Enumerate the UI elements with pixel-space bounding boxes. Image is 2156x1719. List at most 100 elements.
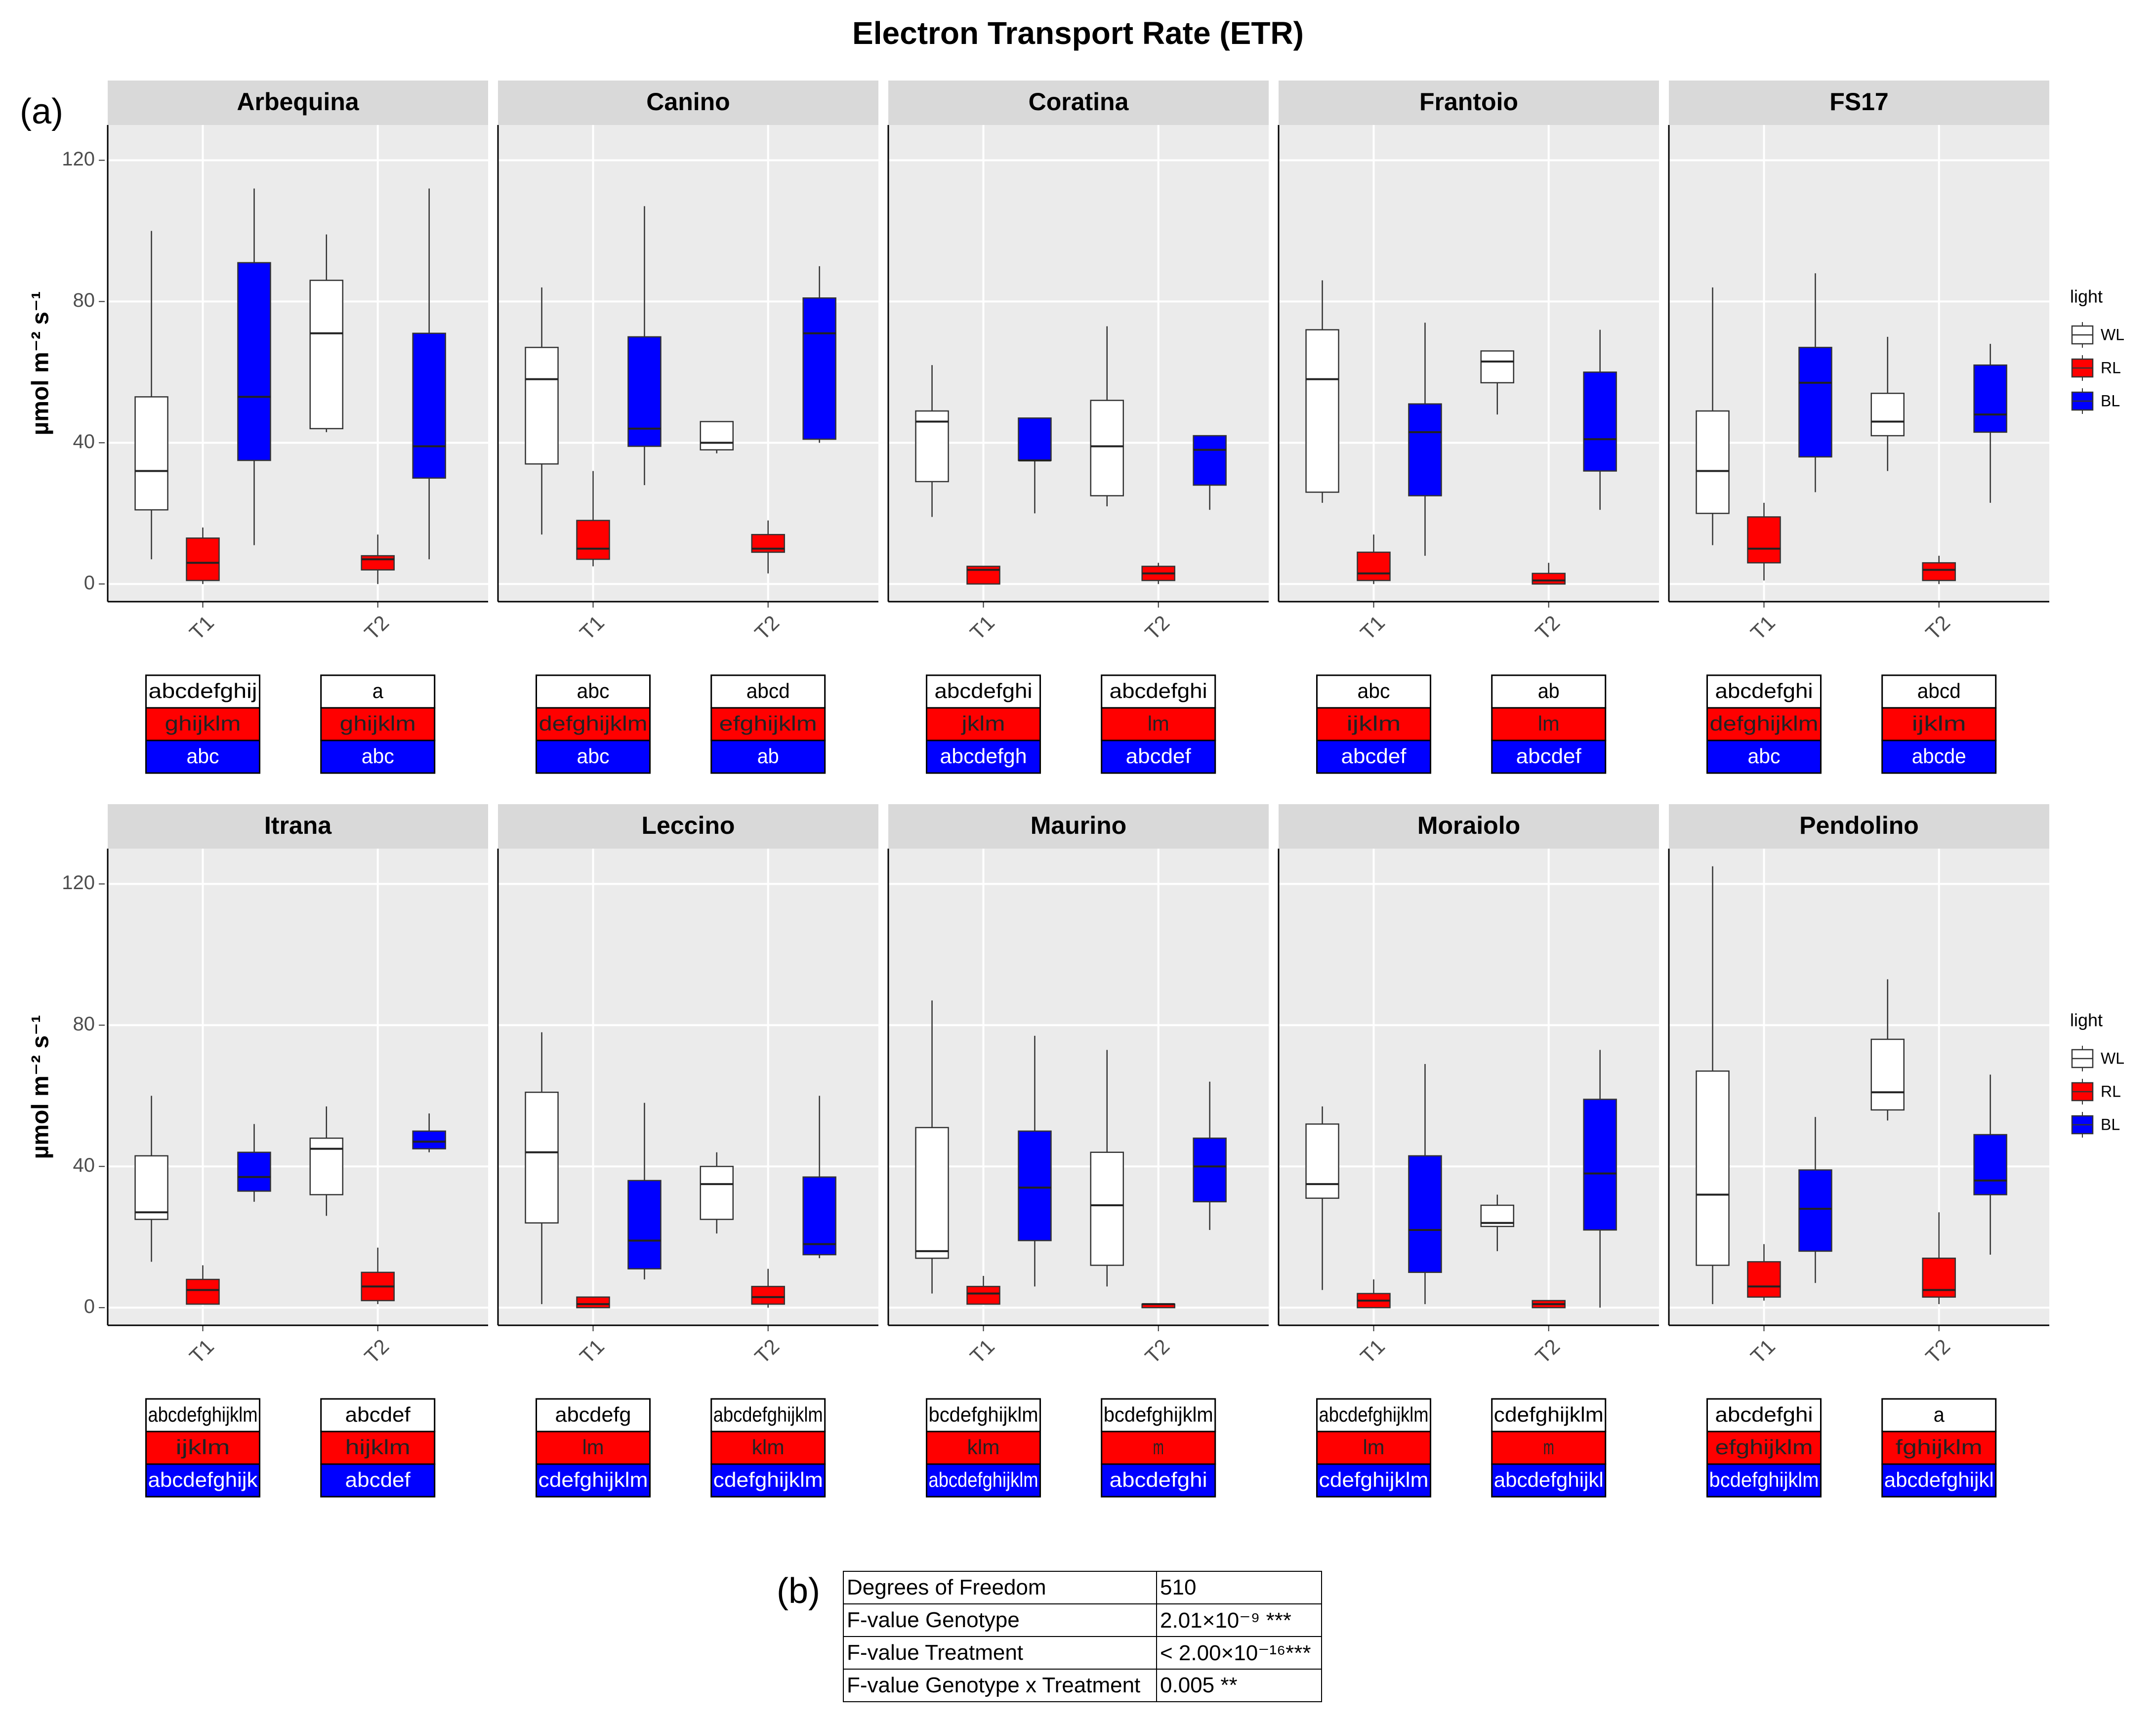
- box-iqr: [1305, 1123, 1339, 1199]
- legend-label: RL: [2101, 1082, 2121, 1100]
- letter-text: abcdefghijkl: [1884, 1468, 1994, 1491]
- panel-b-label: (b): [777, 1571, 820, 1611]
- box-iqr: [1480, 350, 1514, 384]
- box-iqr: [412, 332, 446, 479]
- letter-cell: [1706, 1463, 1822, 1498]
- letter-cell: [1491, 739, 1607, 774]
- letter-cell: [1316, 739, 1431, 774]
- letter-cell: [1881, 674, 1997, 709]
- box-iqr: [237, 1151, 271, 1192]
- y-tick-label: 40: [73, 1154, 95, 1176]
- box-iqr: [751, 1286, 785, 1305]
- box-bl-t2: [802, 266, 836, 443]
- facet-strip: [498, 804, 878, 849]
- box-bl-t2: [1973, 344, 2007, 503]
- letter-text: abc: [187, 744, 219, 768]
- letter-text: abcdefghijkl: [1494, 1468, 1604, 1491]
- letter-text: abcdef: [345, 1403, 411, 1426]
- box-iqr: [134, 1155, 168, 1220]
- y-tick-label: 120: [62, 148, 95, 170]
- letters-t1: abcdefghi defghijklm abc: [1706, 674, 1822, 774]
- letter-text: cdefghijklm: [1494, 1403, 1604, 1426]
- letter-cell: [1101, 1398, 1216, 1432]
- facet-strip: [108, 81, 488, 125]
- box-iqr: [627, 336, 662, 447]
- letter-cell: [536, 1463, 651, 1498]
- letters-t2: abcdef hijklm abcdef: [320, 1398, 436, 1498]
- letters-t1: abcdefghij ghijklm abc: [145, 674, 260, 774]
- letters-t1: abcdefghi efghijklm bcdefghijklm: [1706, 1398, 1822, 1498]
- box-iqr: [1747, 1261, 1781, 1298]
- box-wl-t2: [309, 234, 343, 432]
- letters-t1: abcdefghijklm lm cdefghijklm: [1316, 1398, 1431, 1498]
- box-wl-t1: [525, 1032, 559, 1305]
- box-iqr: [700, 1166, 734, 1220]
- legend-label: BL: [2101, 1115, 2120, 1133]
- box-iqr: [1408, 403, 1442, 496]
- stats-label: F-value Genotype x Treatment: [843, 1669, 1157, 1702]
- letter-text: abcdef: [1126, 744, 1191, 768]
- letter-cell: [1316, 1398, 1431, 1432]
- letter-text: a: [1934, 1403, 1945, 1426]
- letter-text: cdefghijklm: [1319, 1468, 1429, 1491]
- letter-cell: [1881, 739, 1997, 774]
- box-iqr: [186, 537, 220, 581]
- facet-frantoio: Frantoio T1 abc ijklm abcdef T2 ab lm abcdef: [1278, 81, 1659, 774]
- facet-arbequina: Arbequina T1 abcdefghij ghijklm abc T2 a ghijkl…: [107, 81, 488, 774]
- letter-text: ghijklm: [165, 712, 241, 735]
- letters-t1: abcdefg lm cdefghijklm: [536, 1398, 651, 1498]
- box-iqr: [802, 297, 836, 440]
- x-tick-label: T1: [965, 1335, 999, 1368]
- facet-title: Maurino: [1031, 812, 1126, 839]
- box-wl-t2: [700, 421, 734, 453]
- box-rl-t1: [1357, 534, 1391, 584]
- letter-text: bcdefghijklm: [1709, 1468, 1819, 1491]
- facet-moraiolo: MoraioloT1abcdefghijklmlmcdefghijklmT2cd…: [1278, 804, 1659, 1498]
- facet-title: Coratina: [1029, 88, 1129, 116]
- letter-text: klm: [752, 1435, 785, 1459]
- box-bl-t1: [627, 206, 662, 486]
- box-iqr: [412, 1130, 446, 1149]
- stats-value: 2.01×10⁻⁹ ***: [1156, 1603, 1322, 1637]
- letters-t2: a ghijklm abc: [320, 674, 436, 774]
- y-tick-label: 0: [84, 572, 95, 594]
- letter-cell: [1491, 707, 1607, 741]
- x-tick-label: T1: [1356, 1335, 1389, 1368]
- letter-text: abcdefghijklm: [929, 1468, 1038, 1491]
- box-iqr: [700, 421, 734, 450]
- x-tick-label: T2: [1921, 611, 1954, 645]
- letters-t1: abc ijklm abcdef: [1316, 674, 1431, 774]
- box-iqr: [1696, 410, 1730, 514]
- panel-a-label: (a): [20, 92, 63, 131]
- stats-row: F-value Genotype 2.01×10⁻⁹ ***: [843, 1603, 1322, 1637]
- letter-cell: [926, 1463, 1041, 1498]
- box-rl-t2: [1141, 563, 1175, 584]
- box-rl-t1: [966, 566, 1000, 585]
- letter-cell: [320, 739, 436, 774]
- legend-title: light: [2070, 1010, 2103, 1030]
- letter-cell: [926, 739, 1041, 774]
- letter-text: abc: [577, 679, 610, 702]
- box-iqr: [1973, 364, 2007, 433]
- letters-t1: abcdefghijklm ijklm abcdefghijk: [145, 1398, 260, 1498]
- legend-label: BL: [2101, 392, 2120, 409]
- box-bl-t2: [1193, 435, 1227, 510]
- letter-cell: [1316, 1431, 1431, 1465]
- letter-text: lm: [1148, 712, 1169, 735]
- letter-text: abcdefghijklm: [148, 1403, 258, 1426]
- letter-text: abcd: [1917, 679, 1961, 702]
- panel-background: [1279, 125, 1659, 602]
- facet-itrana: Itrana T1 abcdefghijklm ijklm abcdefghijk T2 a…: [107, 804, 488, 1498]
- letter-text: abcdef: [1516, 744, 1581, 768]
- panel-background: [1669, 125, 2049, 602]
- letter-text: efghijklm: [719, 712, 817, 735]
- y-axis-title: µmol m⁻² s⁻¹: [28, 291, 54, 436]
- letter-cell: [710, 674, 826, 709]
- letter-text: lm: [582, 1435, 604, 1459]
- letters-t2: ab lm abcdef: [1491, 674, 1607, 774]
- box-iqr: [1696, 1070, 1730, 1266]
- letter-text: abcd: [746, 679, 790, 702]
- letter-text: abcdefghi: [1110, 1468, 1207, 1491]
- facet-title: FS17: [1829, 88, 1889, 116]
